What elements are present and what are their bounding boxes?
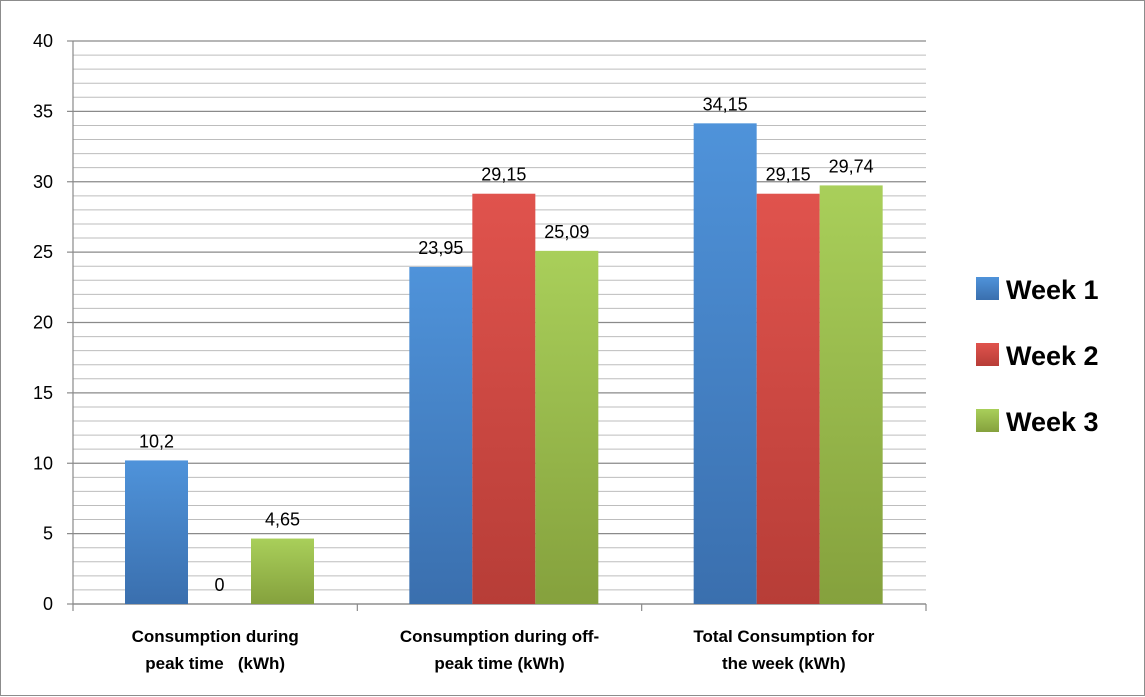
legend-swatch — [976, 409, 999, 432]
bar-week-1 — [409, 266, 473, 604]
y-tick-label: 10 — [33, 453, 53, 473]
x-category-label: peak time (kWh) — [145, 654, 285, 673]
x-category-label: peak time (kWh) — [434, 654, 564, 673]
bar-week-2 — [756, 193, 820, 604]
x-category-label: Total Consumption for — [693, 627, 874, 646]
legend-label: Week 2 — [1006, 341, 1099, 371]
data-label: 0 — [214, 575, 224, 595]
data-label: 25,09 — [544, 222, 589, 242]
bar-week-1 — [125, 460, 188, 604]
y-tick-label: 15 — [33, 383, 53, 403]
bars — [125, 123, 883, 605]
bar-week-2 — [472, 193, 536, 604]
legend: Week 1 Week 2 Week 3 — [976, 275, 1099, 437]
bar-week-1 — [693, 123, 757, 605]
data-label: 29,15 — [481, 165, 526, 185]
y-tick-label: 35 — [33, 101, 53, 121]
bar-week-3 — [819, 185, 883, 605]
bar-week-3 — [251, 538, 314, 604]
y-tick-label: 40 — [33, 31, 53, 51]
legend-swatch — [976, 343, 999, 366]
y-tick-label: 0 — [43, 594, 53, 614]
data-label: 34,15 — [703, 94, 748, 114]
data-label: 10,2 — [139, 431, 174, 451]
data-label: 23,95 — [418, 238, 463, 258]
y-tick-label: 20 — [33, 313, 53, 333]
bar-week-3 — [535, 250, 599, 604]
data-labels: 10,2 23,95 34,15 0 29,15 29,15 4,65 25,09 29,74 — [139, 94, 874, 595]
x-category-label: Consumption during — [132, 627, 299, 646]
legend-swatch — [976, 277, 999, 300]
x-category-label: the week (kWh) — [722, 654, 846, 673]
data-label: 29,74 — [829, 156, 874, 176]
y-tick-label: 5 — [43, 524, 53, 544]
data-label: 4,65 — [265, 510, 300, 530]
legend-label: Week 3 — [1006, 407, 1099, 437]
data-label: 29,15 — [766, 165, 811, 185]
y-tick-label: 30 — [33, 172, 53, 192]
y-tick-label: 25 — [33, 242, 53, 262]
legend-label: Week 1 — [1006, 275, 1099, 305]
x-category-label: Consumption during off- — [400, 627, 599, 646]
